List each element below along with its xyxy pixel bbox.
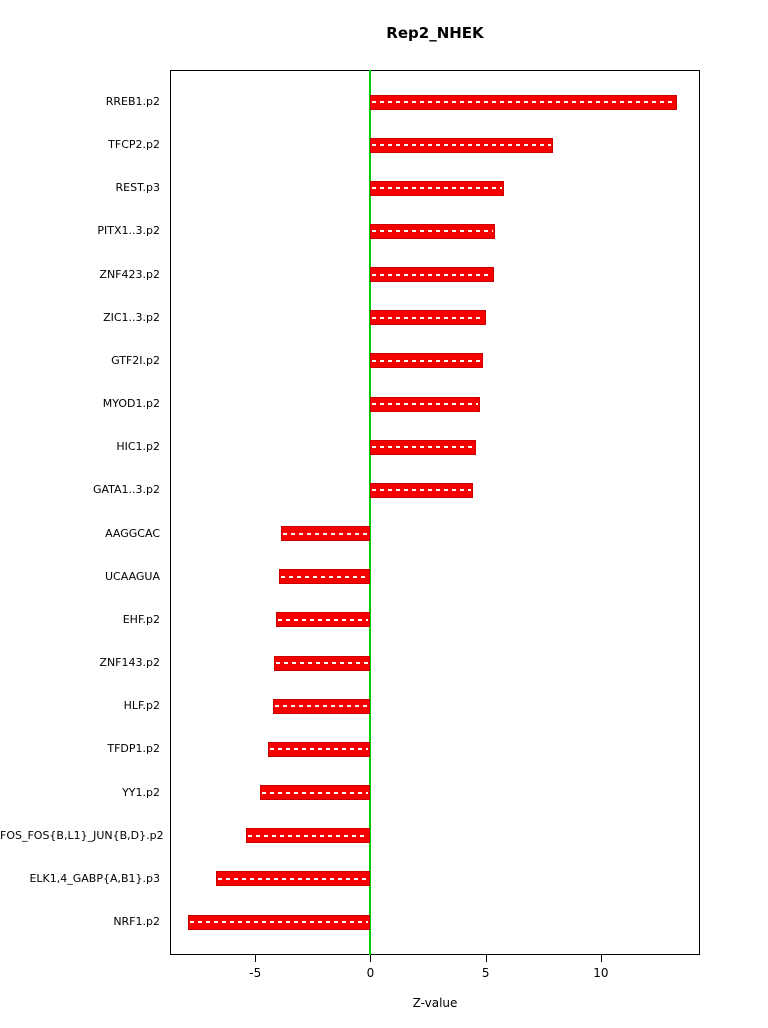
category-label: AAGGCAC [105, 526, 160, 540]
category-label: NRF1.p2 [113, 915, 160, 928]
bar-center-dash [372, 316, 484, 319]
bar-center-dash [372, 359, 482, 362]
bar-center-dash [372, 446, 475, 449]
x-tick-mark [600, 955, 602, 962]
chart-title: Rep2_NHEK [386, 24, 484, 42]
x-tick-label: 10 [593, 966, 609, 980]
bar [370, 267, 494, 283]
category-label: ELK1,4_GABP{A,B1}.p3 [29, 871, 160, 885]
bar-center-dash [372, 273, 492, 276]
bar-center-dash [372, 230, 493, 233]
bar-center-dash [372, 403, 478, 406]
category-label: TFCP2.p2 [108, 138, 160, 152]
x-tick-mark [485, 955, 487, 962]
bar-center-dash [218, 877, 369, 880]
bar [370, 94, 677, 110]
x-tick-mark [255, 955, 257, 962]
category-label: MYOD1.p2 [102, 397, 160, 411]
category-label: GTF2I.p2 [111, 353, 160, 367]
bar-center-dash [372, 187, 503, 190]
bar [246, 828, 371, 844]
bar [279, 569, 371, 585]
bar [267, 741, 371, 757]
plot-area [170, 70, 700, 955]
bar-center-dash [248, 834, 369, 837]
bar-center-dash [190, 921, 369, 923]
x-tick-label: -5 [249, 966, 262, 980]
category-label: TFDP1.p2 [107, 742, 160, 756]
category-label: ZIC1..3.p2 [103, 310, 160, 324]
category-label: ZNF143.p2 [99, 656, 160, 670]
category-label: RREB1.p2 [105, 95, 160, 108]
bar-center-dash [372, 144, 551, 147]
category-label: UCAAGUA [105, 569, 160, 583]
bar [370, 223, 495, 239]
zero-value-line [369, 70, 372, 955]
x-tick-mark [370, 955, 372, 962]
bar [370, 137, 553, 153]
bar-center-dash [274, 705, 369, 708]
bar [216, 871, 371, 887]
bar [259, 785, 371, 801]
bar [370, 353, 484, 369]
bar-center-dash [372, 489, 471, 492]
bar [280, 526, 371, 542]
category-label: GATA1..3.p2 [92, 483, 160, 497]
bar-center-dash [282, 532, 369, 535]
category-label: HLF.p2 [123, 699, 160, 713]
x-tick-label: 0 [366, 966, 375, 980]
bar [370, 482, 473, 498]
category-label: YY1.p2 [122, 785, 160, 799]
bar-center-dash [281, 575, 369, 578]
bar-center-dash [275, 662, 369, 665]
bar [370, 180, 505, 196]
bar [273, 655, 371, 671]
bar-center-dash [278, 618, 369, 621]
x-tick-label: 5 [481, 966, 490, 980]
bar [188, 914, 371, 930]
category-label: ZNF423.p2 [99, 267, 160, 281]
bar [272, 698, 371, 714]
bar [370, 396, 480, 412]
bar [276, 612, 371, 628]
bar-center-dash [269, 748, 369, 751]
bar-center-dash [372, 101, 675, 103]
category-label: EHF.p2 [122, 612, 160, 626]
bar-center-dash [261, 791, 369, 794]
category-label: HIC1.p2 [116, 440, 160, 454]
bar [370, 439, 477, 455]
category-label: REST.p3 [115, 181, 160, 195]
category-label: FOS_FOS{B,L1}_JUN{B,D}.p2 [0, 828, 164, 842]
category-label: PITX1..3.p2 [97, 224, 160, 238]
bar [370, 310, 486, 326]
x-axis-label: Z-value [412, 996, 458, 1010]
